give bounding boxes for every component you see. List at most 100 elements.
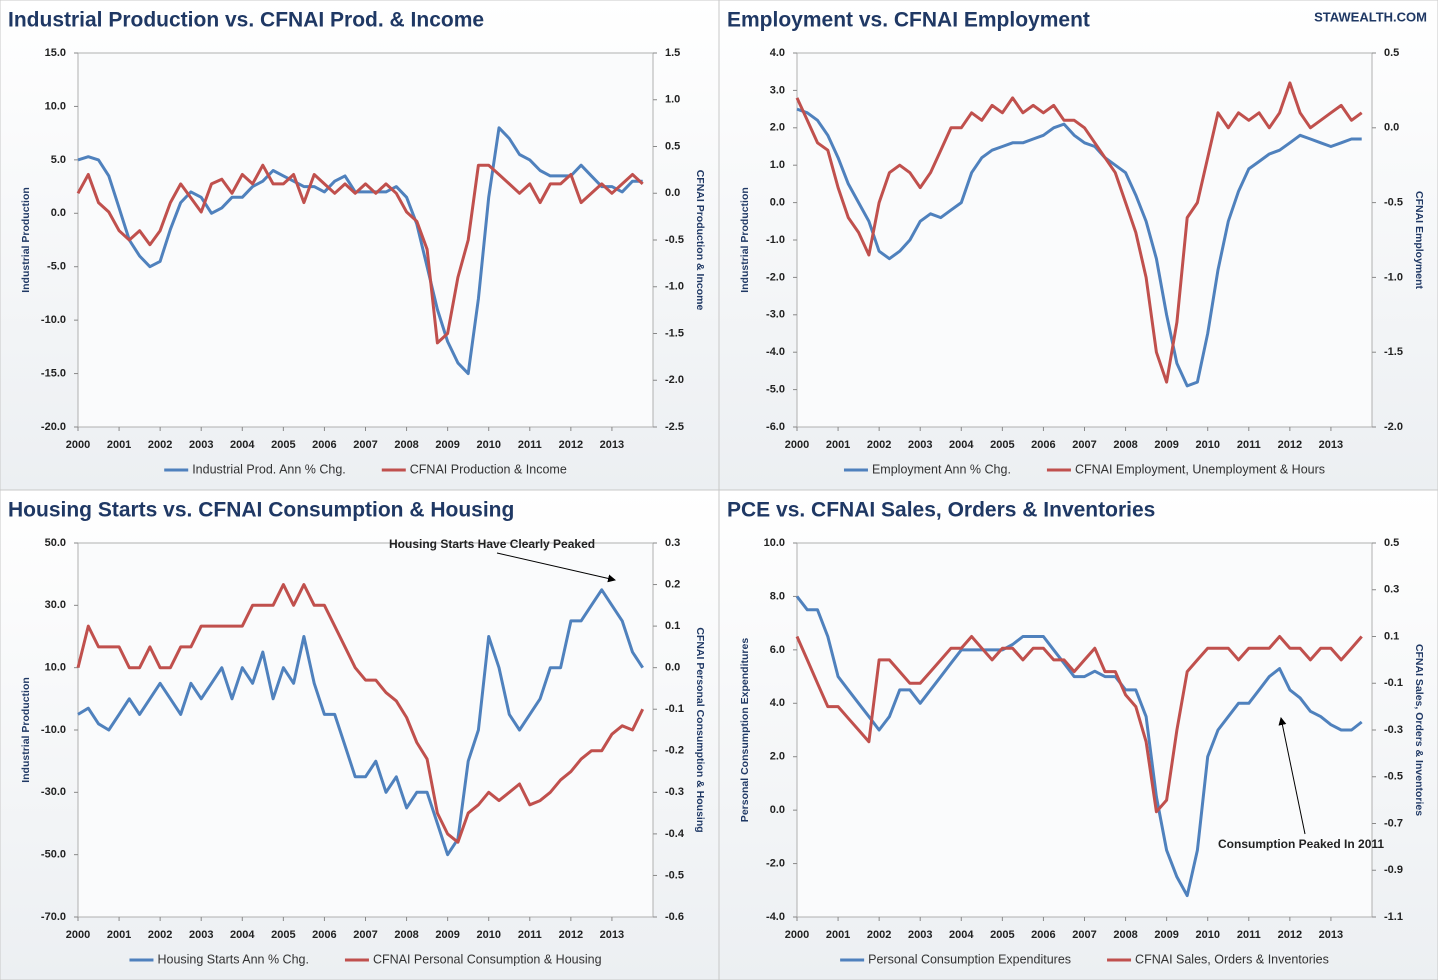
y-tick-label: 10.0 [45, 662, 66, 674]
x-tick-label: 2001 [107, 439, 131, 451]
x-tick-label: 2003 [189, 439, 213, 451]
x-tick-label: 2001 [826, 439, 850, 451]
legend: Employment Ann % Chg. CFNAI Employment, U… [843, 462, 1325, 476]
y-tick-label: 1.0 [770, 159, 785, 171]
x-tick-label: 2004 [230, 439, 255, 451]
y2-tick-label: -1.0 [665, 281, 684, 293]
x-tick-label: 2010 [476, 439, 500, 451]
x-tick-label: 2007 [1072, 929, 1096, 941]
x-tick-label: 2010 [476, 929, 500, 941]
plot-area [796, 52, 1373, 428]
y2-tick-label: 0.0 [1384, 122, 1399, 134]
legend-label: CFNAI Personal Consumption & Housing [373, 952, 602, 966]
x-tick-label: 2013 [1319, 439, 1343, 451]
y-tick-label: 8.0 [770, 590, 785, 602]
y-tick-label: 6.0 [770, 644, 785, 656]
x-tick-label: 2005 [990, 929, 1014, 941]
y-tick-label: 4.0 [770, 697, 785, 709]
series-line [795, 81, 1363, 384]
y-axis-title: Personal Consumption Expenditures [739, 638, 751, 823]
x-tick-label: 2001 [107, 929, 131, 941]
legend: Personal Consumption Expenditures CFNAI S… [840, 952, 1329, 966]
y2-tick-label: 0.1 [1384, 630, 1399, 642]
y2-tick-label: 0.2 [665, 578, 680, 590]
plot-area [77, 542, 654, 918]
x-tick-label: 2005 [271, 439, 295, 451]
series-line [795, 595, 1363, 898]
chart-panel: 50.0 30.0 10.0 -10.0 -30.0 -50.0 -70.0 0.3 0.2 0.… [0, 489, 720, 980]
chart-title: Employment vs. CFNAI Employment [727, 9, 1090, 32]
series-line [76, 583, 645, 844]
x-tick-label: 2003 [908, 439, 932, 451]
y2-axis-title: CFNAI Employment [1413, 191, 1425, 290]
y-tick-label: -4.0 [766, 346, 785, 358]
y2-tick-label: 0.3 [665, 537, 680, 549]
y-axis-title: Industrial Production [20, 677, 32, 783]
x-tick-label: 2012 [1278, 929, 1302, 941]
y2-tick-label: -0.7 [1384, 817, 1403, 829]
y2-tick-label: -0.5 [665, 869, 684, 881]
y-tick-label: -30.0 [41, 786, 66, 798]
y-tick-label: 5.0 [51, 154, 66, 166]
x-tick-label: 2011 [518, 929, 542, 941]
x-tick-label: 2007 [353, 439, 377, 451]
y-axis-title: Industrial Production [20, 187, 32, 293]
y-tick-label: -20.0 [41, 421, 66, 433]
x-tick-label: 2008 [394, 929, 418, 941]
x-tick-label: 2011 [1237, 929, 1261, 941]
y2-tick-label: -0.3 [665, 786, 684, 798]
x-tick-label: 2000 [785, 439, 809, 451]
plot-area [77, 52, 654, 428]
legend: Industrial Prod. Ann % Chg. CFNAI Product… [164, 462, 567, 476]
x-tick-label: 2008 [394, 439, 418, 451]
x-tick-label: 2013 [1319, 929, 1343, 941]
chart-title: Housing Starts vs. CFNAI Consumption & H… [8, 499, 514, 522]
y-tick-label: 2.0 [770, 122, 785, 134]
legend-label: CFNAI Production & Income [410, 462, 567, 476]
x-tick-label: 2003 [908, 929, 932, 941]
x-tick-label: 2007 [1072, 439, 1096, 451]
y-tick-label: -15.0 [41, 367, 66, 379]
x-tick-label: 2012 [559, 439, 583, 451]
x-tick-label: 2002 [867, 439, 891, 451]
y2-tick-label: 0.5 [665, 140, 680, 152]
y2-tick-label: -0.5 [665, 234, 684, 246]
y2-axis-title: CFNAI Production & Income [694, 170, 706, 311]
annotation: Consumption Peaked In 2011 [1218, 837, 1384, 851]
legend: Housing Starts Ann % Chg. CFNAI Personal … [129, 952, 602, 966]
y-tick-label: -2.0 [766, 857, 785, 869]
y-tick-label: -50.0 [41, 849, 66, 861]
y2-tick-label: -2.0 [1384, 421, 1403, 433]
y-tick-label: 15.0 [45, 47, 66, 59]
y2-tick-label: 1.0 [665, 94, 680, 106]
x-tick-label: 2000 [66, 439, 90, 451]
y2-tick-label: -0.1 [665, 703, 684, 715]
y2-tick-label: 0.3 [1384, 584, 1399, 596]
y2-tick-label: -0.1 [1384, 677, 1403, 689]
y2-tick-label: -0.4 [665, 828, 685, 840]
y2-tick-label: -0.5 [1384, 771, 1403, 783]
x-tick-label: 2009 [435, 929, 459, 941]
legend-label: Personal Consumption Expenditures [868, 952, 1071, 966]
y2-tick-label: -0.3 [1384, 724, 1403, 736]
y-tick-label: 2.0 [770, 751, 785, 763]
y-tick-label: -4.0 [766, 911, 785, 923]
x-tick-label: 2004 [949, 439, 974, 451]
y-tick-label: -2.0 [766, 271, 785, 283]
x-tick-label: 2006 [312, 439, 336, 451]
x-tick-label: 2012 [559, 929, 583, 941]
x-tick-label: 2010 [1195, 929, 1219, 941]
y2-tick-label: -0.9 [1384, 864, 1403, 876]
y-tick-label: -10.0 [41, 314, 66, 326]
brand: STAWEALTH.COM [1314, 9, 1427, 24]
y2-tick-label: 1.5 [665, 47, 680, 59]
x-tick-label: 2000 [66, 929, 90, 941]
x-tick-label: 2006 [312, 929, 336, 941]
y2-tick-label: -2.5 [665, 421, 684, 433]
y2-tick-label: -0.6 [665, 911, 684, 923]
x-tick-label: 2001 [826, 929, 850, 941]
x-tick-label: 2006 [1031, 929, 1055, 941]
y-tick-label: -1.0 [766, 234, 785, 246]
y2-tick-label: 0.0 [665, 187, 680, 199]
plot-area [796, 542, 1373, 918]
